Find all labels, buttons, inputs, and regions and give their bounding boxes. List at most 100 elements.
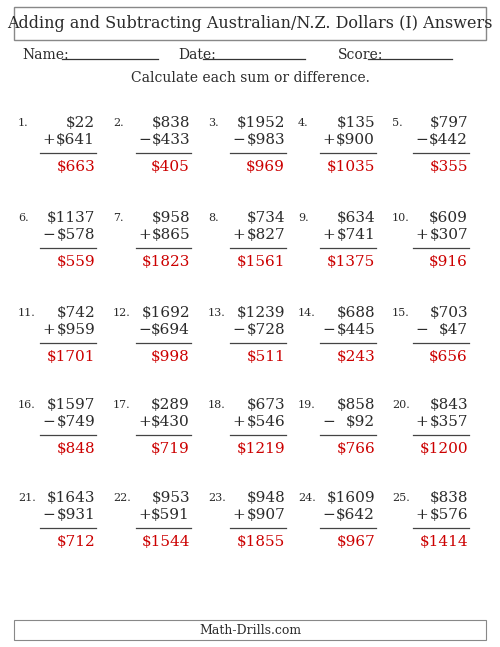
Text: $355: $355	[430, 160, 468, 174]
Text: 9.: 9.	[298, 213, 308, 223]
Text: $1137: $1137	[46, 211, 95, 225]
Text: $559: $559	[56, 255, 95, 269]
Text: −: −	[138, 133, 151, 147]
Text: 18.: 18.	[208, 400, 226, 410]
Text: +: +	[415, 508, 428, 522]
Text: +: +	[415, 415, 428, 429]
Text: $953: $953	[152, 491, 190, 505]
Text: $703: $703	[430, 306, 468, 320]
Text: $1609: $1609	[326, 491, 375, 505]
Text: $576: $576	[430, 508, 468, 522]
Text: $742: $742	[56, 306, 95, 320]
Text: +: +	[138, 228, 151, 242]
Text: −: −	[415, 323, 428, 337]
Text: $843: $843	[430, 398, 468, 412]
Text: $865: $865	[152, 228, 190, 242]
Text: $307: $307	[430, 228, 468, 242]
Text: $907: $907	[246, 508, 285, 522]
Text: Math-Drills.com: Math-Drills.com	[199, 624, 301, 637]
Text: $511: $511	[246, 350, 285, 364]
Text: $688: $688	[336, 306, 375, 320]
Text: $1823: $1823	[142, 255, 190, 269]
Text: $135: $135	[336, 116, 375, 130]
Text: Adding and Subtracting Australian/N.Z. Dollars (I) Answers: Adding and Subtracting Australian/N.Z. D…	[7, 15, 493, 32]
Text: $749: $749	[56, 415, 95, 429]
Text: $642: $642	[336, 508, 375, 522]
Text: $858: $858	[336, 398, 375, 412]
Text: −: −	[322, 323, 335, 337]
Text: $719: $719	[151, 442, 190, 456]
Text: $766: $766	[336, 442, 375, 456]
Text: +: +	[138, 508, 151, 522]
Text: $1692: $1692	[142, 306, 190, 320]
Text: 20.: 20.	[392, 400, 410, 410]
Text: $734: $734	[246, 211, 285, 225]
Text: $656: $656	[429, 350, 468, 364]
Text: $948: $948	[246, 491, 285, 505]
Text: $1643: $1643	[46, 491, 95, 505]
Text: $1414: $1414	[420, 535, 468, 549]
Text: $609: $609	[429, 211, 468, 225]
Text: 4.: 4.	[298, 118, 308, 128]
Text: $959: $959	[56, 323, 95, 337]
Text: 23.: 23.	[208, 493, 226, 503]
Text: −: −	[138, 323, 151, 337]
Text: $694: $694	[151, 323, 190, 337]
Text: +: +	[42, 133, 55, 147]
Text: $712: $712	[56, 535, 95, 549]
Text: 11.: 11.	[18, 308, 36, 318]
Text: $741: $741	[336, 228, 375, 242]
Text: +: +	[232, 508, 245, 522]
Text: 16.: 16.	[18, 400, 36, 410]
Text: $634: $634	[336, 211, 375, 225]
Text: +: +	[322, 133, 335, 147]
Text: −: −	[42, 508, 55, 522]
Text: 5.: 5.	[392, 118, 402, 128]
Text: $641: $641	[56, 133, 95, 147]
Text: 25.: 25.	[392, 493, 410, 503]
Text: $1544: $1544	[142, 535, 190, 549]
Text: $969: $969	[246, 160, 285, 174]
Text: $289: $289	[151, 398, 190, 412]
Text: 21.: 21.	[18, 493, 36, 503]
Text: 22.: 22.	[113, 493, 131, 503]
Text: Name:: Name:	[22, 48, 68, 62]
Text: 8.: 8.	[208, 213, 218, 223]
Text: 3.: 3.	[208, 118, 218, 128]
Text: $998: $998	[151, 350, 190, 364]
Text: +: +	[322, 228, 335, 242]
Text: $546: $546	[246, 415, 285, 429]
Text: 19.: 19.	[298, 400, 316, 410]
Text: 10.: 10.	[392, 213, 410, 223]
Text: 17.: 17.	[113, 400, 130, 410]
Text: $1597: $1597	[46, 398, 95, 412]
Text: +: +	[415, 228, 428, 242]
Text: $983: $983	[246, 133, 285, 147]
Text: $22: $22	[66, 116, 95, 130]
Text: $430: $430	[151, 415, 190, 429]
Text: Calculate each sum or difference.: Calculate each sum or difference.	[130, 71, 370, 85]
Text: $1035: $1035	[326, 160, 375, 174]
Text: −: −	[322, 415, 335, 429]
Text: −: −	[42, 415, 55, 429]
Text: −: −	[42, 228, 55, 242]
Text: 1.: 1.	[18, 118, 28, 128]
Text: $433: $433	[152, 133, 190, 147]
Text: $442: $442	[429, 133, 468, 147]
Text: Score:: Score:	[338, 48, 384, 62]
Text: $848: $848	[56, 442, 95, 456]
Text: +: +	[232, 228, 245, 242]
Text: $900: $900	[336, 133, 375, 147]
Text: $967: $967	[336, 535, 375, 549]
Text: $838: $838	[430, 491, 468, 505]
Text: $92: $92	[346, 415, 375, 429]
Text: $673: $673	[246, 398, 285, 412]
Text: +: +	[138, 415, 151, 429]
Text: $405: $405	[151, 160, 190, 174]
Text: 12.: 12.	[113, 308, 131, 318]
Text: Date:: Date:	[178, 48, 216, 62]
Text: $1952: $1952	[236, 116, 285, 130]
Text: −: −	[232, 323, 245, 337]
Text: $827: $827	[246, 228, 285, 242]
Text: $1375: $1375	[327, 255, 375, 269]
